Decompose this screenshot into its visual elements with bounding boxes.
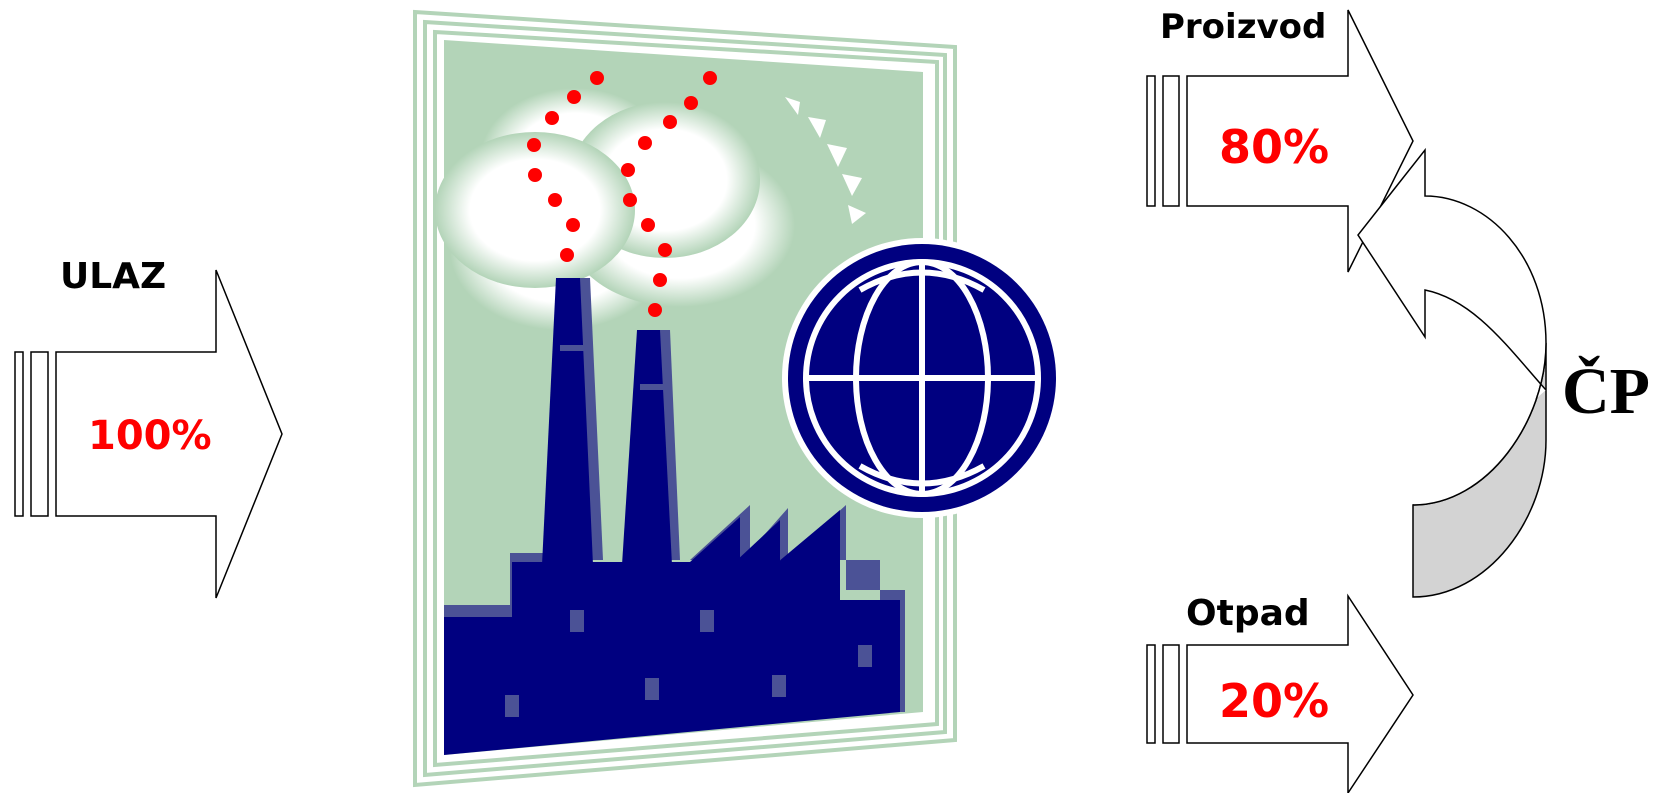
factory-windows	[505, 610, 872, 717]
input-percent: 100%	[88, 413, 212, 459]
product-label: Proizvod	[1160, 7, 1326, 47]
waste-percent: 20%	[1219, 674, 1329, 728]
input-label: ULAZ	[60, 256, 166, 297]
globe-icon	[782, 238, 1062, 518]
smoke-cloud	[435, 88, 795, 330]
waste-arrow	[1146, 593, 1414, 793]
product-percent: 80%	[1219, 120, 1329, 174]
waste-label: Otpad	[1186, 593, 1310, 634]
factory-illustration	[413, 9, 957, 788]
input-arrow	[14, 269, 283, 599]
cycle-label: ČP	[1562, 355, 1650, 428]
smoke-dots	[527, 71, 717, 317]
recycle-curved-arrow	[1357, 147, 1547, 598]
sun-icon	[785, 97, 866, 224]
